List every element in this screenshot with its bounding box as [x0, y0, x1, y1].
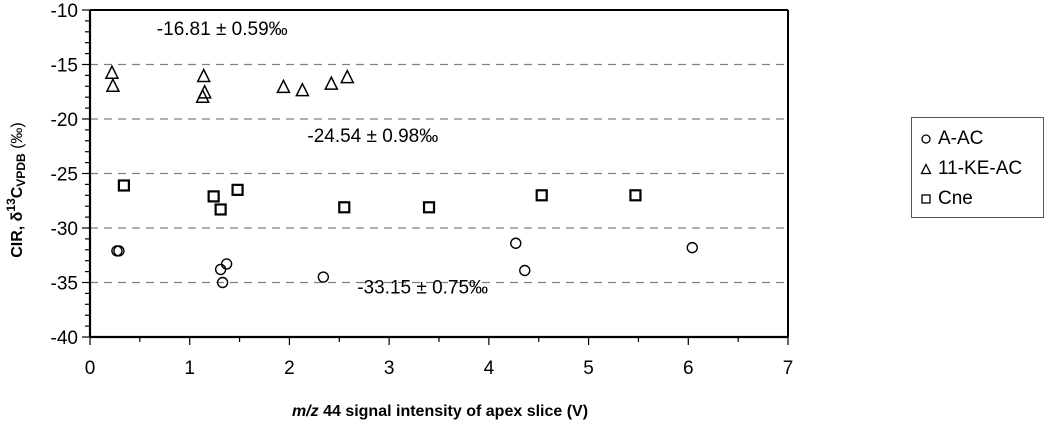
x-tick-label: 1: [184, 358, 195, 379]
y-axis-title: CIR, δ13CVPDB (‰): [4, 122, 28, 258]
triangle-marker-icon: [104, 64, 120, 79]
legend-label: Cne: [938, 188, 973, 209]
circle-marker-icon: [214, 263, 227, 276]
x-tick-label: 6: [683, 358, 694, 379]
x-tick-label: 5: [583, 358, 594, 379]
y-tick-label: -30: [51, 219, 78, 240]
x-tick-label: 2: [284, 358, 295, 379]
axis-ticks: -10 -15 -20 -25 -30 -35 -40 0 1 2 3 4 5 6 7: [51, 1, 794, 379]
x-tick-label: 4: [484, 358, 495, 379]
y-tick-label: -15: [51, 56, 78, 77]
legend: A-AC 11-KE-AC Cne: [911, 117, 1044, 218]
x-tick-label: 0: [85, 358, 96, 379]
triangle-marker-icon: [195, 88, 210, 103]
legend-label: 11-KE-AC: [938, 158, 1023, 179]
annotations: -16.81 ± 0.59‰ -24.54 ± 0.98‰ -33.15 ± 0.7…: [157, 19, 488, 298]
y-tick-label: -20: [51, 110, 78, 131]
triangle-marker-icon: [340, 68, 355, 84]
circle-marker-icon: [216, 276, 229, 289]
triangle-marker-icon: [295, 81, 310, 97]
x-axis-title: m/z 44 signal intensity of apex slice (V…: [292, 403, 588, 420]
square-marker-icon: [535, 189, 548, 202]
square-marker-icon: [117, 179, 131, 192]
circle-marker-icon: [113, 245, 125, 257]
x-tick-label: 3: [384, 358, 395, 379]
square-marker-icon: [214, 203, 227, 216]
triangle-marker-icon: [196, 67, 211, 83]
square-marker-icon: [207, 190, 220, 203]
legend-label: A-AC: [938, 128, 984, 149]
circle-marker-icon: [220, 258, 233, 270]
y-tick-label: -25: [51, 165, 78, 186]
triangle-marker-icon: [324, 75, 339, 90]
circle-marker-icon: [510, 237, 522, 249]
y-tick-label: -10: [51, 1, 78, 22]
triangle-marker-icon: [276, 78, 291, 94]
square-marker-icon: [629, 189, 642, 202]
square-marker-icon: [231, 183, 244, 196]
circle-marker-icon: [921, 134, 931, 144]
legend-item-11-ke-ac: 11-KE-AC: [920, 154, 1043, 184]
data-points: [104, 64, 698, 289]
square-marker-icon: [422, 201, 436, 214]
mean-annotation: -16.81 ± 0.59‰: [157, 19, 288, 40]
triangle-marker-icon: [920, 163, 932, 175]
x-tick-label: 7: [783, 358, 794, 379]
square-marker-icon: [338, 201, 351, 214]
circle-marker-icon: [519, 264, 531, 277]
legend-item-a-ac: A-AC: [920, 124, 1043, 154]
mean-annotation: -24.54 ± 0.98‰: [307, 126, 438, 147]
y-tick-label: -35: [51, 274, 78, 295]
triangle-marker-icon: [105, 77, 121, 93]
gridlines: [90, 63, 788, 284]
square-marker-icon: [921, 194, 931, 204]
mean-annotation: -33.15 ± 0.75‰: [357, 277, 488, 298]
y-tick-label: -40: [51, 328, 78, 349]
circle-marker-icon: [317, 271, 330, 283]
circle-marker-icon: [686, 241, 698, 254]
legend-item-cne: Cne: [920, 184, 1043, 214]
